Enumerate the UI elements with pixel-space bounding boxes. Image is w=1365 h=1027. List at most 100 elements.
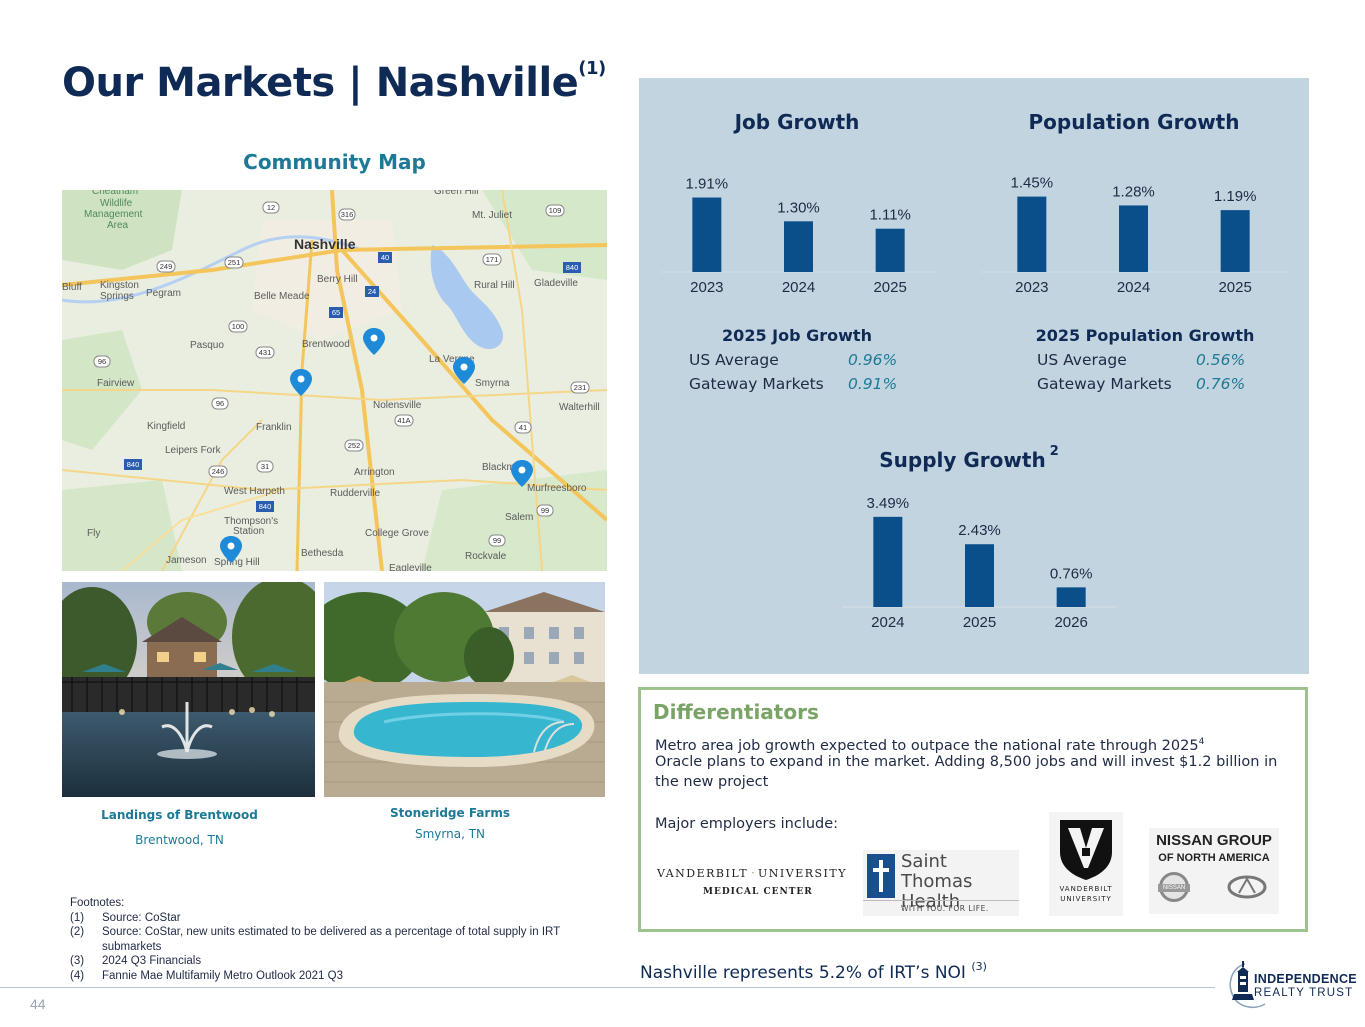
svg-text:Walterhill: Walterhill bbox=[559, 402, 600, 413]
supply-growth-title: Supply Growth 2 bbox=[879, 444, 1059, 472]
property-name-2: Stoneridge Farms bbox=[390, 806, 510, 820]
svg-text:Cheatham: Cheatham bbox=[92, 190, 138, 197]
category-tick-label: 2024 bbox=[782, 279, 815, 296]
job-gateway-label: Gateway Markets bbox=[689, 375, 824, 393]
footer-divider bbox=[0, 987, 1215, 988]
footnote-number: (2) bbox=[70, 926, 85, 938]
svg-text:Arrington: Arrington bbox=[354, 467, 395, 478]
footnote-text: Source: CoStar bbox=[102, 911, 181, 924]
job-gateway-value: 0.91% bbox=[848, 375, 898, 393]
saint-thomas-health-logo: Saint Thomas Health WITH YOU. FOR LIFE. bbox=[863, 850, 1019, 916]
svg-text:Murfreesboro: Murfreesboro bbox=[527, 483, 587, 494]
svg-text:Rural Hill: Rural Hill bbox=[474, 280, 515, 291]
svg-text:171: 171 bbox=[486, 255, 499, 264]
svg-text:Fly: Fly bbox=[87, 528, 100, 539]
noi-footnote-ref: (3) bbox=[971, 960, 987, 973]
svg-text:99: 99 bbox=[541, 506, 549, 515]
job-us-average-label: US Average bbox=[689, 351, 779, 369]
population-comparison-title: 2025 Population Growth bbox=[1035, 326, 1255, 345]
svg-text:Pasquo: Pasquo bbox=[190, 340, 224, 351]
bar-value-label: 2.43% bbox=[958, 522, 1001, 539]
category-tick-label: 2023 bbox=[1015, 279, 1048, 296]
svg-text:Thompson's: Thompson's bbox=[224, 516, 278, 527]
category-tick-label: 2025 bbox=[873, 279, 906, 296]
brand-line-2: REALTY TRUST bbox=[1254, 987, 1354, 999]
nissan-group-logo: NISSAN GROUP OF NORTH AMERICA NISSAN bbox=[1149, 828, 1279, 914]
svg-text:24: 24 bbox=[368, 287, 376, 296]
svg-text:100: 100 bbox=[232, 322, 245, 331]
svg-text:Eagleville: Eagleville bbox=[389, 563, 432, 571]
footnotes-heading: Footnotes: bbox=[70, 897, 125, 909]
svg-text:40: 40 bbox=[381, 253, 389, 262]
population-us-average-value: 0.56% bbox=[1196, 351, 1246, 369]
svg-text:Spring Hill: Spring Hill bbox=[214, 557, 260, 568]
stoneridge-farms-photo bbox=[324, 582, 605, 797]
title-footnote-ref: (1) bbox=[578, 58, 606, 79]
svg-text:246: 246 bbox=[212, 467, 225, 476]
population-us-average-label: US Average bbox=[1037, 351, 1127, 369]
svg-text:249: 249 bbox=[160, 262, 173, 271]
svg-text:231: 231 bbox=[574, 383, 587, 392]
property-location-2: Smyrna, TN bbox=[414, 827, 486, 841]
svg-text:109: 109 bbox=[549, 206, 562, 215]
differentiator-job-growth: Metro area job growth expected to outpac… bbox=[655, 737, 1205, 754]
population-gateway-value: 0.76% bbox=[1196, 375, 1246, 393]
footnote-item: (3) 2024 Q3 Financials bbox=[70, 954, 600, 969]
nissan-badge-icon: NISSAN bbox=[1158, 872, 1190, 902]
landings-of-brentwood-photo bbox=[62, 582, 315, 797]
svg-text:840: 840 bbox=[259, 502, 272, 511]
vanderbilt-university-logo: VANDERBILT UNIVERSITY bbox=[1049, 812, 1123, 916]
bar-2023 bbox=[692, 197, 722, 272]
svg-text:251: 251 bbox=[228, 258, 241, 267]
svg-text:Management: Management bbox=[84, 209, 143, 220]
svg-text:Berry Hill: Berry Hill bbox=[317, 274, 358, 285]
svg-text:Pegram: Pegram bbox=[146, 288, 181, 299]
bar-value-label: 1.19% bbox=[1214, 188, 1257, 205]
svg-text:31: 31 bbox=[261, 462, 269, 471]
svg-text:840: 840 bbox=[127, 460, 140, 469]
brand-line-1: INDEPENDENCE bbox=[1254, 972, 1357, 986]
vanderbilt-shield-icon bbox=[1060, 820, 1112, 880]
svg-text:Nolensville: Nolensville bbox=[373, 400, 422, 411]
svg-text:Smyrna: Smyrna bbox=[475, 378, 510, 389]
footnote-text: Fannie Mae Multifamily Metro Outlook 202… bbox=[102, 969, 343, 982]
svg-text:Nashville: Nashville bbox=[294, 236, 356, 252]
bar-2023 bbox=[1017, 196, 1047, 272]
job-us-average-value: 0.96% bbox=[848, 351, 898, 369]
svg-text:99: 99 bbox=[493, 536, 501, 545]
svg-text:Belle Meade: Belle Meade bbox=[254, 291, 310, 302]
bar-2026 bbox=[1056, 587, 1086, 607]
bar-value-label: 1.91% bbox=[686, 176, 729, 193]
category-tick-label: 2025 bbox=[963, 614, 996, 631]
bar-2024 bbox=[873, 516, 903, 607]
svg-text:Wildlife: Wildlife bbox=[100, 198, 133, 209]
job-growth-chart: 1.91% 2023 1.30% 2024 1.11% 2025 bbox=[661, 168, 936, 298]
page-title: Our Markets | Nashville(1) bbox=[62, 58, 606, 106]
map-title: Community Map bbox=[243, 150, 426, 174]
bar-2024 bbox=[784, 221, 813, 272]
bar-2025 bbox=[875, 228, 905, 272]
svg-text:Salem: Salem bbox=[505, 512, 533, 523]
footnote-number: (4) bbox=[70, 969, 85, 982]
svg-text:Gladeville: Gladeville bbox=[534, 278, 578, 289]
bar-value-label: 3.49% bbox=[867, 495, 910, 512]
saint-thomas-cross-icon bbox=[867, 854, 895, 898]
market-stats-panel: Job Growth 1.91% 2023 1.30% 2024 1.11% 2025 P… bbox=[639, 78, 1309, 674]
svg-text:Rudderville: Rudderville bbox=[330, 488, 380, 499]
infiniti-icon bbox=[1227, 875, 1267, 899]
independence-realty-trust-logo bbox=[1229, 961, 1266, 1009]
svg-text:840: 840 bbox=[566, 263, 579, 272]
bar-chart-svg: 3.49% 2024 2.43% 2025 0.76% 2026 bbox=[842, 495, 1117, 631]
svg-text:41A: 41A bbox=[397, 416, 410, 425]
vanderbilt-v-icon bbox=[752, 872, 754, 874]
svg-text:Station: Station bbox=[233, 526, 264, 537]
svg-text:Blackman: Blackman bbox=[482, 462, 526, 473]
svg-text:41: 41 bbox=[519, 423, 527, 432]
bar-value-label: 1.11% bbox=[869, 207, 910, 224]
svg-text:Fairview: Fairview bbox=[97, 378, 135, 389]
svg-text:Springs: Springs bbox=[100, 291, 134, 302]
bar-2025 bbox=[965, 544, 994, 607]
community-map[interactable]: Cheatham Wildlife Management Area Green … bbox=[62, 190, 607, 571]
map-graphic: Cheatham Wildlife Management Area Green … bbox=[62, 190, 607, 571]
bar-value-label: 1.30% bbox=[777, 199, 820, 216]
